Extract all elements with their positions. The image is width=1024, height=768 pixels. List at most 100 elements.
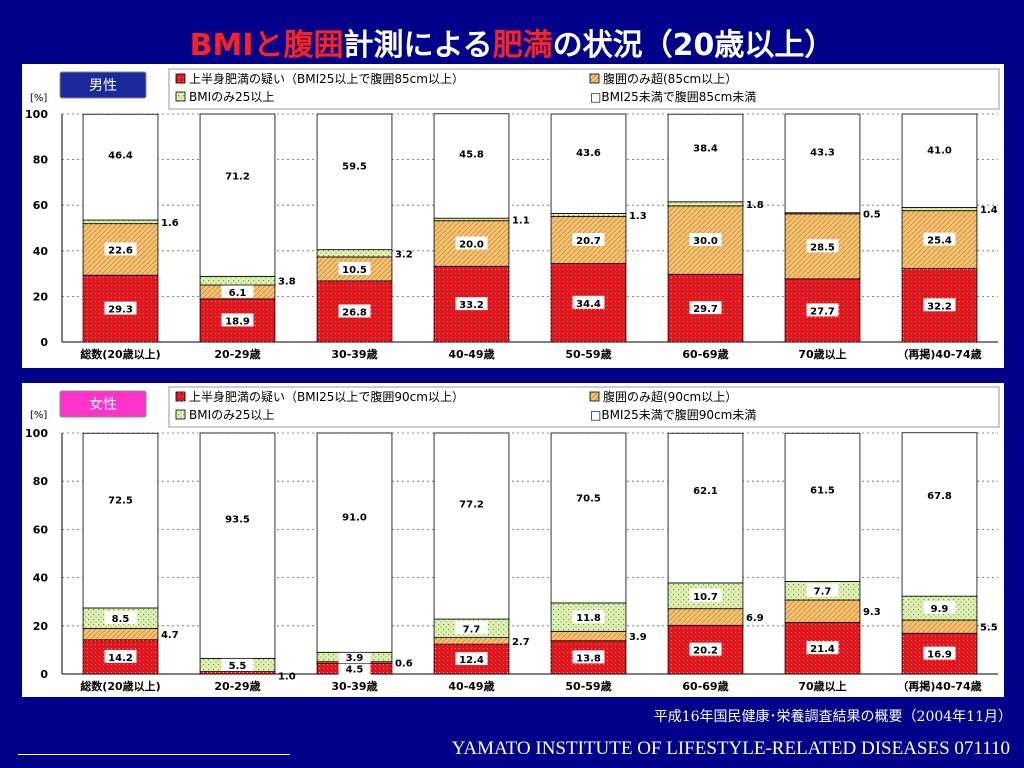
- bar-segment: [901, 207, 978, 212]
- page-title: BMIと腹囲計測による肥満の状況（20歳以上）: [0, 20, 1024, 64]
- title-part-status: の状況（20歳以上）: [552, 28, 835, 63]
- data-label: 2.7: [512, 637, 530, 648]
- y-tick-label: 80: [33, 154, 49, 167]
- bar-segment: [784, 432, 861, 582]
- data-label-bg: [689, 588, 722, 602]
- legend-entry: 腹囲のみ超(85cm以上）: [603, 71, 737, 86]
- data-label: 1.3: [629, 211, 647, 222]
- data-label: 3.2: [395, 249, 413, 260]
- data-label-bg: [104, 242, 137, 256]
- bar-segment: [433, 637, 510, 645]
- data-label: 13.8: [576, 653, 601, 664]
- data-label-bg: [572, 610, 605, 624]
- data-label: 7.7: [463, 624, 481, 635]
- bar-segment: [550, 432, 627, 604]
- data-label-bg: [689, 233, 722, 247]
- data-label-bg: [221, 657, 254, 671]
- data-label: 43.6: [576, 148, 601, 159]
- data-label: 29.7: [693, 304, 718, 315]
- data-label: 3.8: [278, 277, 296, 288]
- legend-entry: 腹囲のみ超(90cm以上）: [603, 389, 737, 404]
- bar-segment: [316, 113, 393, 251]
- legend-swatch: [175, 409, 186, 420]
- title-part-measure: 計測による: [343, 28, 493, 63]
- gender-badge: [59, 390, 147, 418]
- legend-swatch: [589, 73, 600, 84]
- data-label: 1.6: [161, 218, 179, 229]
- x-tick-label: 40-49歳: [448, 347, 494, 361]
- data-label: 46.4: [108, 150, 133, 161]
- x-tick-label: 30-39歳: [331, 679, 377, 693]
- data-label: 11.8: [576, 613, 601, 624]
- bar-segment: [82, 432, 159, 609]
- x-tick-label: 50-59歳: [565, 679, 611, 693]
- data-label: 14.2: [108, 653, 133, 664]
- data-label: 20.7: [576, 236, 601, 247]
- data-label-bg: [338, 650, 371, 664]
- data-label: 67.8: [927, 491, 952, 502]
- data-label-bg: [806, 641, 839, 655]
- male-stacked-bar-chart: 男性 上半身肥満の疑い（BMI25以上で腹囲85cm以上） 腹囲のみ超(85cm以上…: [25, 68, 1000, 361]
- data-label: 30.0: [693, 236, 718, 247]
- bar-segment: [199, 113, 276, 277]
- data-label: 22.6: [108, 245, 133, 256]
- bar-segment: [433, 432, 510, 620]
- female-stacked-bar-chart: 女性 上半身肥満の疑い（BMI25以上で腹囲90cm以上） 腹囲のみ超(90cm以上…: [25, 386, 1000, 693]
- data-label: 41.0: [927, 146, 952, 157]
- data-label: 8.5: [112, 614, 130, 625]
- x-tick-label: 20-29歳: [214, 347, 260, 361]
- data-label: 28.5: [810, 242, 835, 253]
- data-label: 0.6: [395, 658, 413, 669]
- bar-segment: [550, 113, 627, 214]
- x-tick-label: 70歳以上: [798, 347, 846, 361]
- data-label-bg: [806, 303, 839, 317]
- y-tick-label: 100: [25, 108, 48, 121]
- data-label-bg: [923, 298, 956, 312]
- data-label-bg: [455, 236, 488, 250]
- data-label: 45.8: [459, 149, 484, 160]
- gender-badge-label: 女性: [89, 396, 117, 413]
- x-tick-label: （再掲)40-74歳: [897, 347, 981, 361]
- bar-segment: [550, 213, 627, 217]
- y-tick-label: 0: [40, 336, 48, 349]
- y-tick-label: 40: [33, 572, 49, 585]
- footer-institute: YAMATO INSTITUTE OF LIFESTYLE-RELATED DI…: [451, 738, 1010, 759]
- gender-badge: [59, 71, 147, 99]
- bar-segment: [199, 432, 276, 659]
- footer-divider: [18, 754, 290, 755]
- data-label: 93.5: [225, 515, 250, 526]
- x-tick-label: 40-49歳: [448, 679, 494, 693]
- y-tick-label: 80: [33, 475, 49, 488]
- legend-entry: 上半身肥満の疑い（BMI25以上で腹囲90cm以上）: [189, 389, 464, 404]
- bar-segment: [901, 113, 978, 208]
- data-label-bg: [689, 301, 722, 315]
- data-label: 1.0: [278, 672, 296, 683]
- y-tick-label: 60: [33, 199, 49, 212]
- data-label-bg: [923, 601, 956, 615]
- y-tick-label: 20: [33, 620, 49, 633]
- data-label: 71.2: [225, 172, 250, 183]
- bar-segment: [667, 432, 744, 584]
- data-label-bg: [104, 301, 137, 315]
- data-label-bg: [338, 661, 371, 675]
- y-tick-label: 0: [40, 668, 48, 681]
- x-tick-label: 60-69歳: [682, 679, 728, 693]
- data-label: 0.5: [863, 209, 881, 220]
- x-tick-label: 30-39歳: [331, 347, 377, 361]
- bar-segment: [667, 113, 744, 203]
- legend-entry: 上半身肥満の疑い（BMI25以上で腹囲85cm以上）: [189, 71, 464, 86]
- bar-segment: [316, 432, 393, 653]
- bar-segment: [316, 249, 393, 258]
- data-label-bg: [806, 239, 839, 253]
- data-label: 38.4: [693, 143, 718, 154]
- data-label: 61.5: [810, 486, 835, 497]
- bar-segment: [82, 113, 159, 221]
- data-label: 33.2: [459, 300, 484, 311]
- source-citation: 平成16年国民健康･栄養調査結果の概要（2004年11月）: [653, 709, 1012, 725]
- male-chart-panel: 男性 上半身肥満の疑い（BMI25以上で腹囲85cm以上） 腹囲のみ超(85cm以上…: [22, 64, 1004, 368]
- x-tick-label: 総数(20歳以上): [80, 679, 160, 693]
- bar-segment: [901, 432, 978, 597]
- x-tick-label: （再掲)40-74歳: [897, 679, 981, 693]
- data-label-bg: [923, 646, 956, 660]
- legend-swatch: [175, 91, 186, 102]
